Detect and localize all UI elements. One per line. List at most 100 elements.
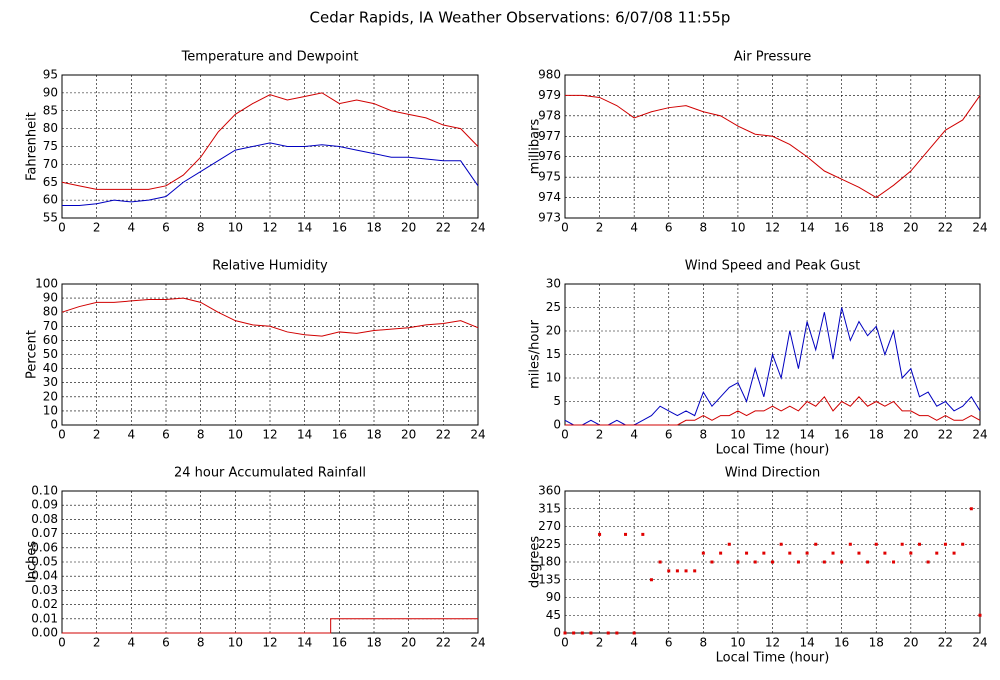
- x-tick-label: 2: [93, 636, 101, 650]
- data-point: [909, 551, 913, 555]
- y-tick-label: 20: [546, 324, 561, 338]
- x-tick-label: 22: [938, 428, 953, 442]
- x-tick-label: 2: [93, 428, 101, 442]
- x-tick-label: 24: [972, 221, 987, 235]
- y-tick-label: 10: [546, 371, 561, 385]
- x-tick-label: 6: [665, 221, 673, 235]
- y-tick-label: 70: [43, 157, 58, 171]
- data-point: [684, 569, 688, 573]
- x-tick-label: 22: [436, 221, 451, 235]
- data-point: [978, 613, 982, 617]
- data-point: [649, 578, 653, 582]
- data-point: [745, 551, 749, 555]
- x-tick-label: 20: [903, 221, 918, 235]
- data-point: [822, 560, 826, 564]
- data-point: [615, 631, 619, 635]
- y-tick-label: 80: [43, 121, 58, 135]
- x-tick-label: 0: [58, 221, 66, 235]
- x-tick-label: 16: [332, 221, 347, 235]
- x-tick-label: 20: [401, 428, 416, 442]
- x-tick-label: 14: [297, 636, 312, 650]
- data-point: [917, 542, 921, 546]
- y-tick-label: 0.04: [31, 569, 58, 583]
- x-tick-label: 20: [903, 636, 918, 650]
- data-line: [565, 395, 981, 426]
- x-tick-label: 24: [470, 428, 485, 442]
- y-tick-label: 5: [553, 394, 561, 408]
- y-tick-label: 180: [538, 555, 561, 569]
- x-tick-label: 18: [869, 636, 884, 650]
- plot-frame: [564, 283, 981, 426]
- y-tick-label: 55: [43, 211, 58, 225]
- x-tick-label: 22: [436, 428, 451, 442]
- y-tick-label: 360: [538, 484, 561, 498]
- x-tick-label: 12: [765, 636, 780, 650]
- y-tick-label: 25: [546, 300, 561, 314]
- chart-title: Wind Direction: [725, 466, 821, 481]
- data-point: [658, 560, 662, 564]
- x-tick-label: 8: [197, 221, 205, 235]
- y-tick-label: 45: [546, 608, 561, 622]
- y-tick-label: 10: [43, 403, 58, 417]
- x-tick-label: 4: [128, 636, 136, 650]
- x-tick-label: 0: [561, 221, 569, 235]
- x-tick-label: 6: [162, 428, 170, 442]
- y-tick-label: 60: [43, 193, 58, 207]
- y-axis-label: Inches: [25, 541, 40, 583]
- x-tick-label: 10: [730, 221, 745, 235]
- data-point: [814, 542, 818, 546]
- x-tick-label: 10: [228, 428, 243, 442]
- y-tick-label: 80: [43, 305, 58, 319]
- x-tick-label: 22: [938, 636, 953, 650]
- chart-title: 24 hour Accumulated Rainfall: [174, 466, 366, 481]
- y-axis-label: millibars: [528, 119, 543, 175]
- y-tick-label: 974: [538, 190, 561, 204]
- data-point: [563, 631, 567, 635]
- data-point: [788, 551, 792, 555]
- x-tick-label: 20: [401, 221, 416, 235]
- x-tick-label: 10: [228, 636, 243, 650]
- data-point: [589, 631, 593, 635]
- x-tick-label: 24: [972, 636, 987, 650]
- x-tick-label: 12: [765, 428, 780, 442]
- x-tick-label: 18: [366, 428, 381, 442]
- x-tick-label: 10: [730, 428, 745, 442]
- y-axis-label: Fahrenheit: [25, 112, 40, 181]
- data-point: [874, 542, 878, 546]
- y-tick-label: 70: [43, 319, 58, 333]
- y-tick-label: 135: [538, 572, 561, 586]
- x-tick-label: 16: [834, 428, 849, 442]
- y-axis-label: degrees: [528, 536, 543, 589]
- y-tick-label: 0.07: [31, 526, 58, 540]
- x-tick-label: 14: [297, 428, 312, 442]
- y-tick-label: 270: [538, 519, 561, 533]
- y-tick-label: 973: [538, 211, 561, 225]
- y-tick-label: 90: [546, 590, 561, 604]
- data-point: [736, 560, 740, 564]
- x-tick-label: 0: [561, 428, 569, 442]
- x-tick-label: 12: [765, 221, 780, 235]
- data-point: [805, 551, 809, 555]
- y-tick-label: 0.00: [31, 626, 58, 640]
- y-tick-label: 15: [546, 347, 561, 361]
- x-tick-label: 6: [162, 636, 170, 650]
- data-point: [883, 551, 887, 555]
- y-tick-label: 75: [43, 139, 58, 153]
- data-point: [857, 551, 861, 555]
- y-tick-label: 95: [43, 68, 58, 82]
- x-tick-label: 8: [197, 428, 205, 442]
- data-line: [61, 297, 479, 337]
- data-point: [969, 507, 973, 511]
- data-point: [900, 542, 904, 546]
- x-tick-label: 6: [665, 636, 673, 650]
- x-tick-label: 6: [162, 221, 170, 235]
- data-point: [624, 532, 628, 536]
- x-tick-label: 24: [470, 221, 485, 235]
- data-point: [710, 560, 714, 564]
- x-tick-label: 24: [972, 428, 987, 442]
- data-point: [580, 631, 584, 635]
- y-tick-label: 90: [43, 291, 58, 305]
- y-tick-label: 979: [538, 88, 561, 102]
- y-tick-label: 225: [538, 537, 561, 551]
